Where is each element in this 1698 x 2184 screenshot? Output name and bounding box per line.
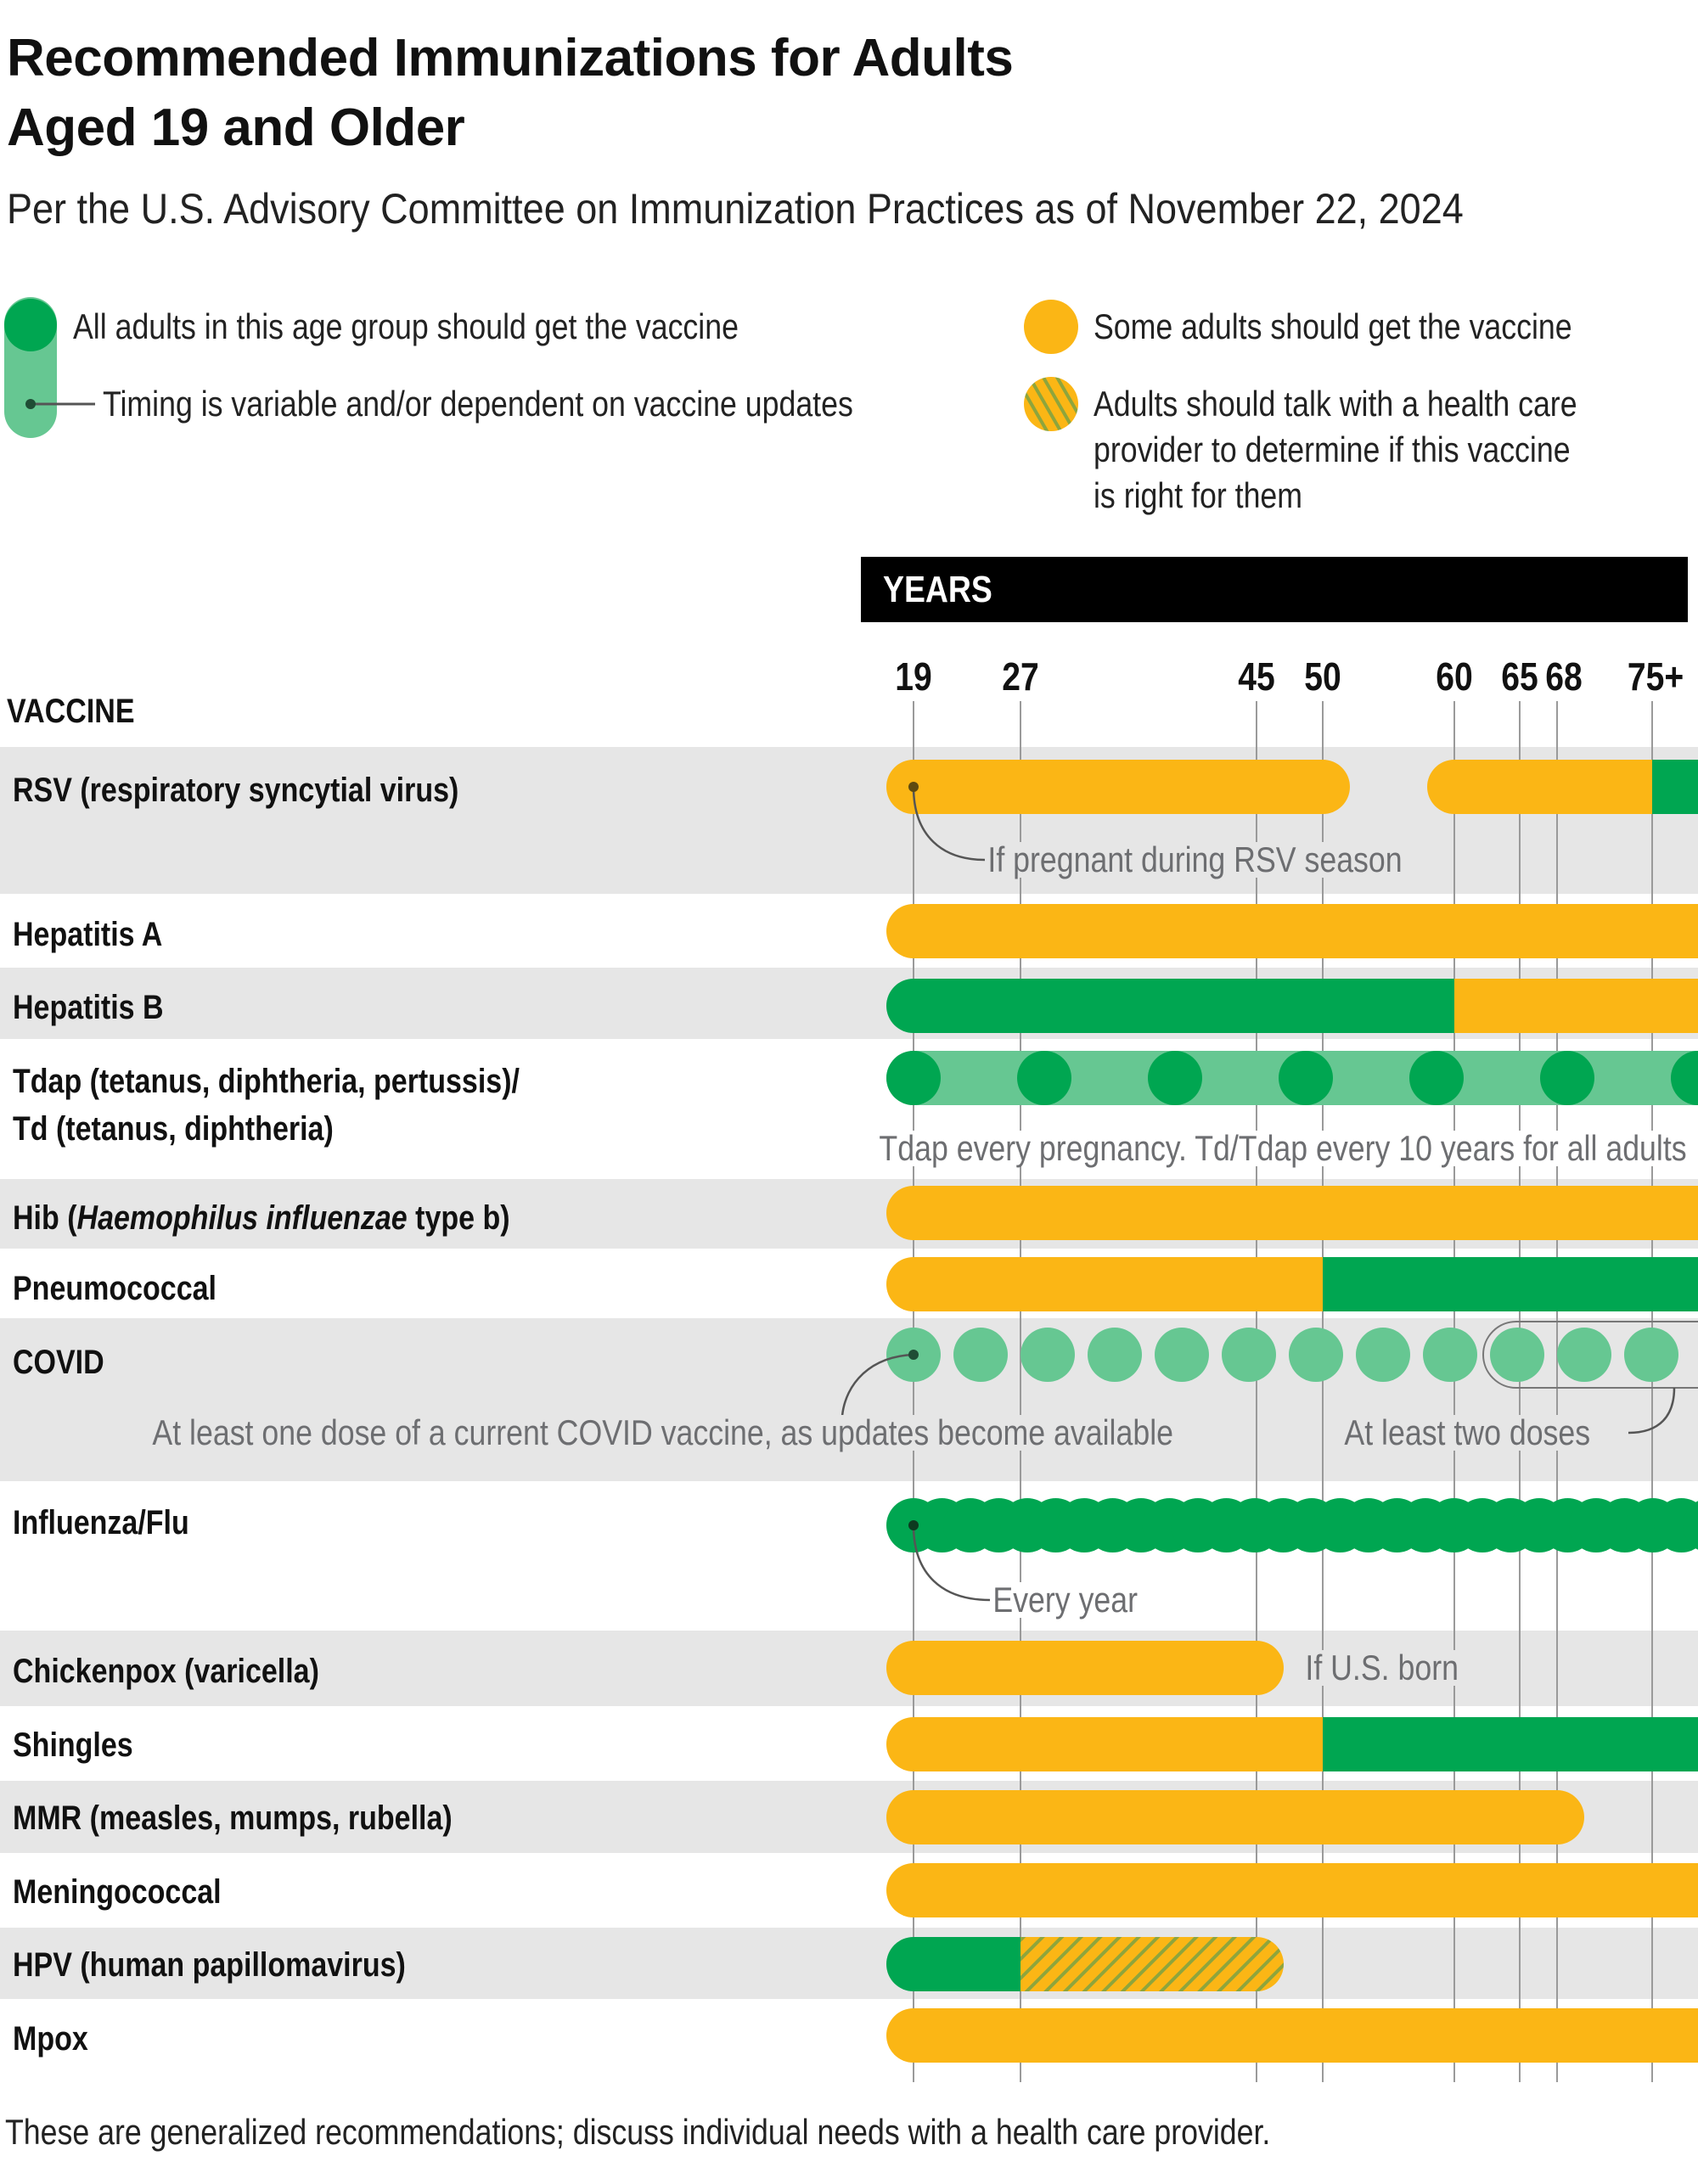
covid-dose-dot [953, 1328, 1008, 1382]
covid-annotation-dot [908, 1350, 919, 1360]
tdap-dose-dot [1540, 1051, 1594, 1105]
bar-segment-all [886, 1937, 1020, 1991]
covid-dose-dot [1557, 1328, 1611, 1382]
row-label-pneumococcal: Pneumococcal [13, 1270, 216, 1307]
bar-segment-some [886, 904, 1698, 958]
x-tick-label: 68 [1545, 654, 1583, 699]
legend-talk-label-line3: is right for them [1094, 475, 1303, 515]
x-tick-label: 27 [1002, 654, 1039, 699]
x-tick-label: 50 [1304, 654, 1341, 699]
covid-dose-dot [1423, 1328, 1477, 1382]
legend-timing-dot [25, 399, 36, 409]
hib-label-part: type b) [407, 1199, 510, 1237]
legend-timing-label: Timing is variable and/or dependent on v… [103, 384, 853, 424]
x-tick-label: 19 [895, 654, 932, 699]
bar-segment-some [886, 1257, 1323, 1311]
bar-segment-all [886, 979, 1454, 1033]
bar-segment-some [886, 1641, 1284, 1695]
row-label-hpv: HPV (human papillomavirus) [13, 1946, 406, 1984]
flu-note: Every year [990, 1582, 1141, 1618]
x-tick-label: 65 [1501, 654, 1538, 699]
legend-all-label: All adults in this age group should get … [73, 306, 739, 346]
bar-segment-all [1323, 1257, 1698, 1311]
row-band [0, 1928, 1698, 1999]
years-header-bar: YEARS [861, 557, 1688, 622]
vaccine-column-header: VACCINE [7, 693, 135, 730]
tdap-dose-dot [1148, 1051, 1202, 1105]
tdap-dose-dot [1279, 1051, 1333, 1105]
row-label-mmr: MMR (measles, mumps, rubella) [13, 1799, 453, 1837]
x-tick-label: 60 [1436, 654, 1473, 699]
tdap-dose-dot [1409, 1051, 1464, 1105]
hib-label-italic: Haemophilus influenzae [76, 1199, 408, 1237]
bar-segment-all [1652, 760, 1698, 814]
covid-dose-dot [1155, 1328, 1209, 1382]
covid-two-doses-leader [1628, 1387, 1676, 1434]
bar-segment-talk [1020, 1937, 1284, 1991]
bar-segment-some [1427, 760, 1652, 814]
rsv-note: If pregnant during RSV season [985, 842, 1406, 878]
covid-dose-dot [1020, 1328, 1075, 1382]
legend-some-swatch [1024, 300, 1078, 354]
flu-annotation-dot [908, 1520, 919, 1530]
flu-leader-line [912, 1524, 991, 1602]
row-label-tdap-line2: Td (tetanus, diphtheria) [13, 1110, 334, 1148]
covid-dose-dot [1222, 1328, 1276, 1382]
legend-talk-label-line1: Adults should talk with a health care [1094, 384, 1577, 424]
legend-talk-swatch [1024, 377, 1078, 431]
covid-dose-dot [1356, 1328, 1410, 1382]
row-label-tdap-line1: Tdap (tetanus, diphtheria, pertussis)/ [13, 1063, 520, 1100]
footer-note: These are generalized recommendations; d… [5, 2112, 1271, 2152]
row-band [0, 1318, 1698, 1481]
bar-segment-some [886, 2008, 1698, 2063]
covid-two-doses-note: At least two doses [1341, 1415, 1594, 1451]
row-label-rsv: RSV (respiratory syncytial virus) [13, 772, 459, 809]
legend-some-label: Some adults should get the vaccine [1094, 306, 1572, 346]
row-band [0, 747, 1698, 894]
chickenpox-note: If U.S. born [1302, 1650, 1462, 1686]
row-label-shingles: Shingles [13, 1726, 133, 1764]
tdap-dose-dot [1671, 1051, 1698, 1105]
tdap-dose-dot [1017, 1051, 1071, 1105]
covid-note: At least one dose of a current COVID vac… [149, 1415, 1177, 1451]
covid-dose-dot [1289, 1328, 1343, 1382]
chart-subtitle: Per the U.S. Advisory Committee on Immun… [7, 185, 1464, 233]
chart-title-line1: Recommended Immunizations for Adults [7, 29, 1014, 87]
bar-segment-some [886, 760, 1350, 814]
bar-segment-some [886, 1186, 1698, 1240]
bar-segment-some [886, 1863, 1698, 1917]
x-tick-label: 45 [1238, 654, 1275, 699]
covid-dose-dot [1624, 1328, 1678, 1382]
bar-segment-some [886, 1717, 1323, 1771]
tdap-note: Tdap every pregnancy. Td/Tdap every 10 y… [876, 1131, 1690, 1166]
tdap-dose-dot [886, 1051, 941, 1105]
covid-dose-dot [1088, 1328, 1142, 1382]
covid-dose-dot [1490, 1328, 1544, 1382]
covid-leader-line [841, 1353, 914, 1417]
rsv-leader-line [912, 786, 986, 862]
row-label-hib: Hib (Haemophilus influenzae type b) [13, 1201, 510, 1235]
legend-talk-label-line2: provider to determine if this vaccine [1094, 430, 1571, 469]
row-label-meningococcal: Meningococcal [13, 1873, 222, 1911]
years-axis-title: YEARS [883, 568, 992, 610]
rsv-annotation-dot [908, 782, 919, 792]
row-label-covid: COVID [13, 1344, 104, 1381]
row-label-influenza: Influenza/Flu [13, 1504, 189, 1541]
x-tick-label: 75+ [1627, 654, 1684, 699]
chart-title-line2: Aged 19 and Older [7, 98, 465, 157]
row-label-hepatitis-a: Hepatitis A [13, 916, 163, 953]
hib-label-part: Hib ( [13, 1199, 77, 1237]
covid-two-doses-bracket [1482, 1321, 1698, 1389]
bar-segment-all [1323, 1717, 1698, 1771]
bar-segment-some [886, 1790, 1584, 1844]
row-label-chickenpox: Chickenpox (varicella) [13, 1653, 319, 1690]
row-label-hepatitis-b: Hepatitis B [13, 989, 164, 1026]
bar-segment-some [1454, 979, 1698, 1033]
flu-dose-dot [1683, 1501, 1698, 1550]
row-label-mpox: Mpox [13, 2020, 88, 2058]
legend-all-swatch [4, 299, 57, 351]
